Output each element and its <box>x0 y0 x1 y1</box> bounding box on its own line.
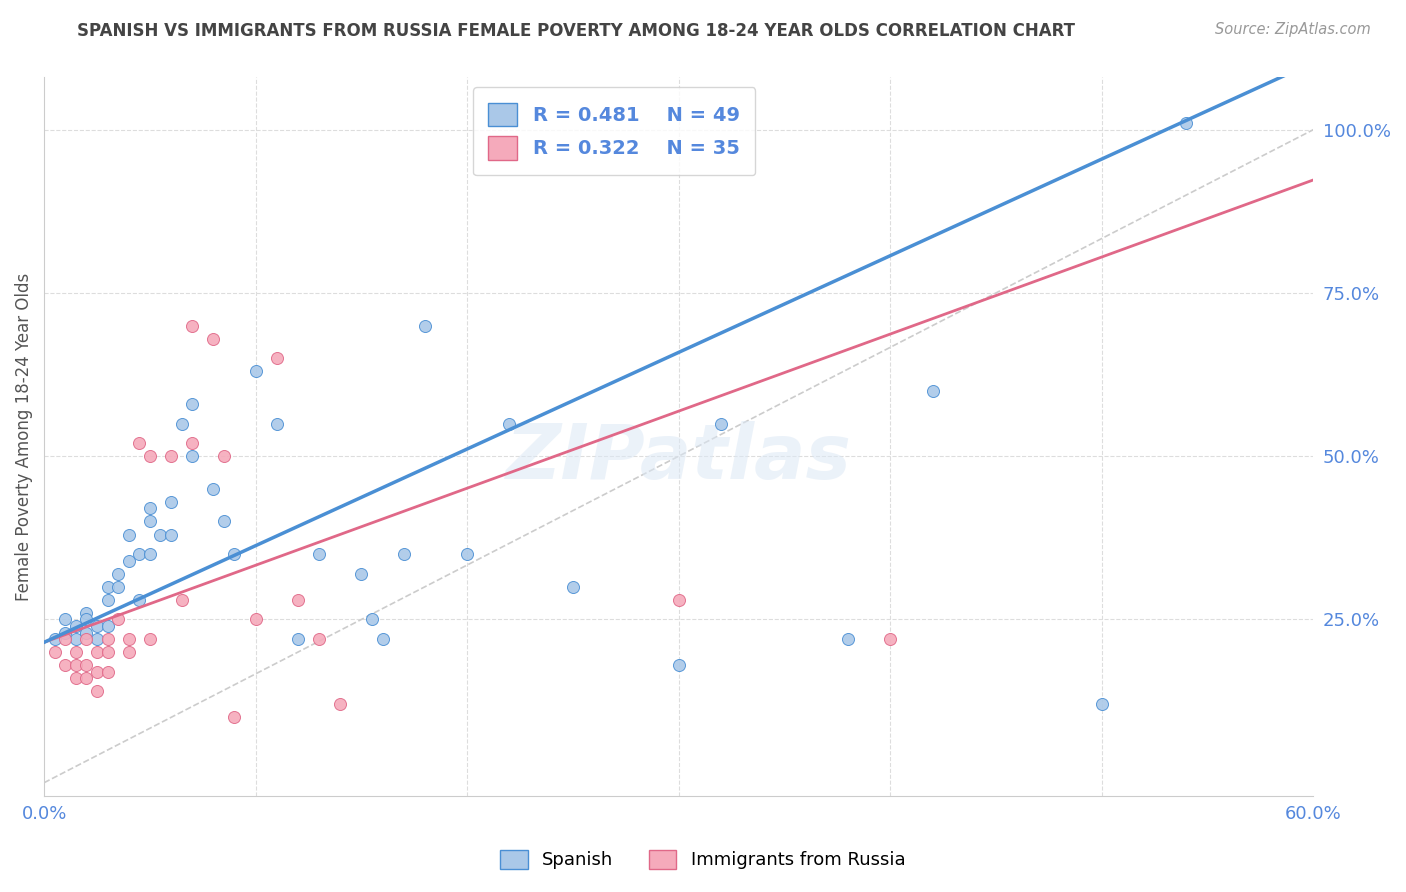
Point <box>308 547 330 561</box>
Point <box>160 495 183 509</box>
Point <box>44 645 66 659</box>
Point <box>212 449 235 463</box>
Text: SPANISH VS IMMIGRANTS FROM RUSSIA FEMALE POVERTY AMONG 18-24 YEAR OLDS CORRELATI: SPANISH VS IMMIGRANTS FROM RUSSIA FEMALE… <box>77 22 1076 40</box>
Point <box>181 318 204 333</box>
Point <box>139 515 162 529</box>
Point <box>561 580 583 594</box>
Point <box>456 547 478 561</box>
Point <box>668 658 690 673</box>
Point <box>75 612 97 626</box>
Point <box>921 384 943 398</box>
Point <box>44 632 66 646</box>
Legend: Spanish, Immigrants from Russia: Spanish, Immigrants from Russia <box>492 841 914 879</box>
Point <box>128 547 150 561</box>
Point <box>181 436 204 450</box>
Point <box>1175 116 1198 130</box>
Point <box>361 612 384 626</box>
Point <box>139 547 162 561</box>
Point <box>65 671 87 685</box>
Point <box>371 632 394 646</box>
Point <box>245 364 267 378</box>
Point <box>97 580 120 594</box>
Point <box>668 592 690 607</box>
Point <box>224 710 246 724</box>
Point <box>107 566 129 581</box>
Point <box>202 332 225 346</box>
Point <box>118 645 141 659</box>
Point <box>75 625 97 640</box>
Text: ZIPatlas: ZIPatlas <box>506 421 852 495</box>
Point <box>287 632 309 646</box>
Point <box>413 318 436 333</box>
Point <box>65 619 87 633</box>
Point <box>65 632 87 646</box>
Point <box>170 592 193 607</box>
Point <box>202 482 225 496</box>
Point <box>245 612 267 626</box>
Point <box>498 417 520 431</box>
Point <box>329 698 352 712</box>
Point <box>139 501 162 516</box>
Point <box>837 632 859 646</box>
Point <box>107 580 129 594</box>
Point <box>97 592 120 607</box>
Point <box>53 612 76 626</box>
Point <box>170 417 193 431</box>
Point <box>392 547 415 561</box>
Point <box>266 351 288 366</box>
Point <box>65 658 87 673</box>
Point <box>97 665 120 679</box>
Point <box>118 527 141 541</box>
Point <box>287 592 309 607</box>
Point <box>128 592 150 607</box>
Legend: R = 0.481    N = 49, R = 0.322    N = 35: R = 0.481 N = 49, R = 0.322 N = 35 <box>472 87 755 176</box>
Point <box>128 436 150 450</box>
Point <box>86 684 108 698</box>
Point <box>53 632 76 646</box>
Point <box>139 449 162 463</box>
Point <box>710 417 733 431</box>
Point <box>118 632 141 646</box>
Point <box>86 665 108 679</box>
Point <box>97 632 120 646</box>
Point <box>160 449 183 463</box>
Point <box>266 417 288 431</box>
Point <box>75 606 97 620</box>
Point <box>181 449 204 463</box>
Point <box>107 612 129 626</box>
Point <box>53 658 76 673</box>
Text: Source: ZipAtlas.com: Source: ZipAtlas.com <box>1215 22 1371 37</box>
Point <box>118 554 141 568</box>
Point <box>224 547 246 561</box>
Point <box>350 566 373 581</box>
Point <box>160 527 183 541</box>
Point <box>53 625 76 640</box>
Point <box>149 527 172 541</box>
Point <box>75 632 97 646</box>
Point <box>181 397 204 411</box>
Y-axis label: Female Poverty Among 18-24 Year Olds: Female Poverty Among 18-24 Year Olds <box>15 272 32 600</box>
Point <box>139 632 162 646</box>
Point <box>75 658 97 673</box>
Point <box>308 632 330 646</box>
Point <box>86 632 108 646</box>
Point <box>879 632 901 646</box>
Point <box>97 645 120 659</box>
Point <box>1091 698 1114 712</box>
Point <box>97 619 120 633</box>
Point <box>86 645 108 659</box>
Point <box>86 619 108 633</box>
Point <box>75 671 97 685</box>
Point <box>65 645 87 659</box>
Point <box>212 515 235 529</box>
